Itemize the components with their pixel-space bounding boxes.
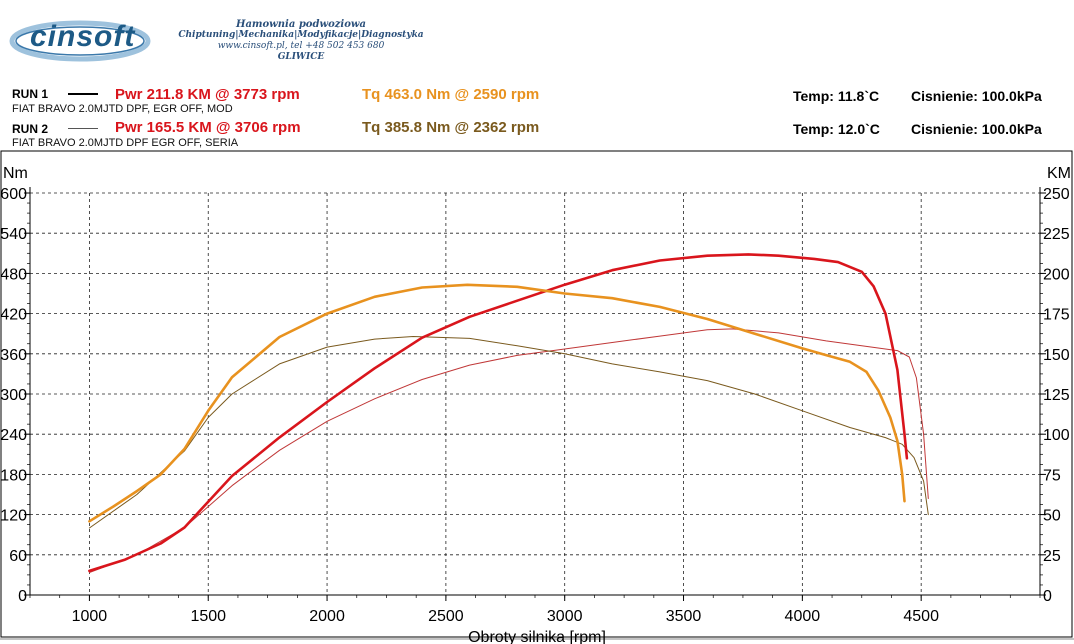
y-right-tick-label: 100 (1043, 427, 1070, 444)
header-line-1: Hamownia podwoziowa (236, 19, 366, 30)
y-left-tick-label: 540 (0, 226, 27, 243)
x-tick-label: 1000 (72, 608, 108, 625)
run1-label: RUN 1 (12, 87, 49, 101)
series-line-run-2-tq (88, 336, 929, 529)
series-line-run-1-pwr (88, 253, 909, 573)
header-line-3: www.cinsoft.pl, tel +48 502 453 680 (217, 41, 385, 51)
run2-legend-line (68, 128, 98, 129)
logo-text: cinsoft (30, 20, 136, 53)
y-left-tick-label: 600 (0, 186, 27, 203)
header-line-4: GLIWICE (277, 52, 325, 62)
run1-torque: Tq 463.0 Nm @ 2590 rpm (362, 86, 540, 103)
run2-temperature: Temp: 12.0`C (793, 121, 880, 137)
y-right-tick-label: 75 (1043, 467, 1061, 484)
y-left-tick-label: 0 (18, 588, 27, 605)
y-right-tick-label: 175 (1043, 307, 1070, 324)
y-left-tick-label: 420 (0, 307, 27, 324)
run1-temperature: Temp: 11.8`C (793, 88, 880, 104)
x-tick-label: 3000 (547, 608, 583, 625)
header-line-2: Chiptuning|Mechanika|Modyfikacje|Diagnos… (178, 30, 424, 40)
x-tick-label: 4000 (785, 608, 821, 625)
y-left-tick-label: 60 (9, 548, 27, 565)
run2-power: Pwr 165.5 KM @ 3706 rpm (115, 119, 301, 136)
y-left-axis-label: Nm (3, 165, 28, 182)
series-line-run-2-pwr (88, 328, 929, 573)
y-left-tick-label: 360 (0, 347, 27, 364)
x-tick-label: 3500 (666, 608, 702, 625)
run1-pressure: Cisnienie: 100.0kPa (911, 88, 1042, 104)
y-right-tick-label: 25 (1043, 548, 1061, 565)
y-right-axis-label: KM (1047, 165, 1071, 182)
y-right-tick-label: 225 (1043, 226, 1070, 243)
y-left-tick-label: 300 (0, 387, 27, 404)
run1-power: Pwr 211.8 KM @ 3773 rpm (115, 86, 300, 103)
y-right-tick-label: 150 (1043, 347, 1070, 364)
run2-pressure: Cisnienie: 100.0kPa (911, 121, 1042, 137)
x-tick-label: 2000 (309, 608, 345, 625)
chart-frame (0, 150, 1073, 638)
x-tick-label: 2500 (428, 608, 464, 625)
y-left-tick-label: 480 (0, 266, 27, 283)
y-right-tick-label: 250 (1043, 186, 1070, 203)
y-right-tick-label: 200 (1043, 266, 1070, 283)
y-right-tick-label: 0 (1043, 588, 1052, 605)
cinsoft-logo (9, 20, 151, 62)
x-axis-label: Obroty silnika [rpm] (468, 629, 606, 644)
y-right-tick-label: 50 (1043, 508, 1061, 525)
series-line-run-1-tq (88, 283, 906, 523)
run1-description: FIAT BRAVO 2.0MJTD DPF, EGR OFF, MOD (12, 103, 233, 115)
run2-label: RUN 2 (12, 122, 49, 136)
x-tick-label: 1500 (190, 608, 226, 625)
run2-torque: Tq 385.8 Nm @ 2362 rpm (362, 119, 540, 136)
y-left-tick-label: 120 (0, 508, 27, 525)
y-right-tick-label: 125 (1043, 387, 1070, 404)
run2-description: FIAT BRAVO 2.0MJTD DPF EGR OFF, SERIA (12, 137, 239, 149)
y-left-tick-label: 240 (0, 427, 27, 444)
run1-legend-line (68, 93, 98, 95)
y-left-tick-label: 180 (0, 467, 27, 484)
x-tick-label: 4500 (903, 608, 939, 625)
